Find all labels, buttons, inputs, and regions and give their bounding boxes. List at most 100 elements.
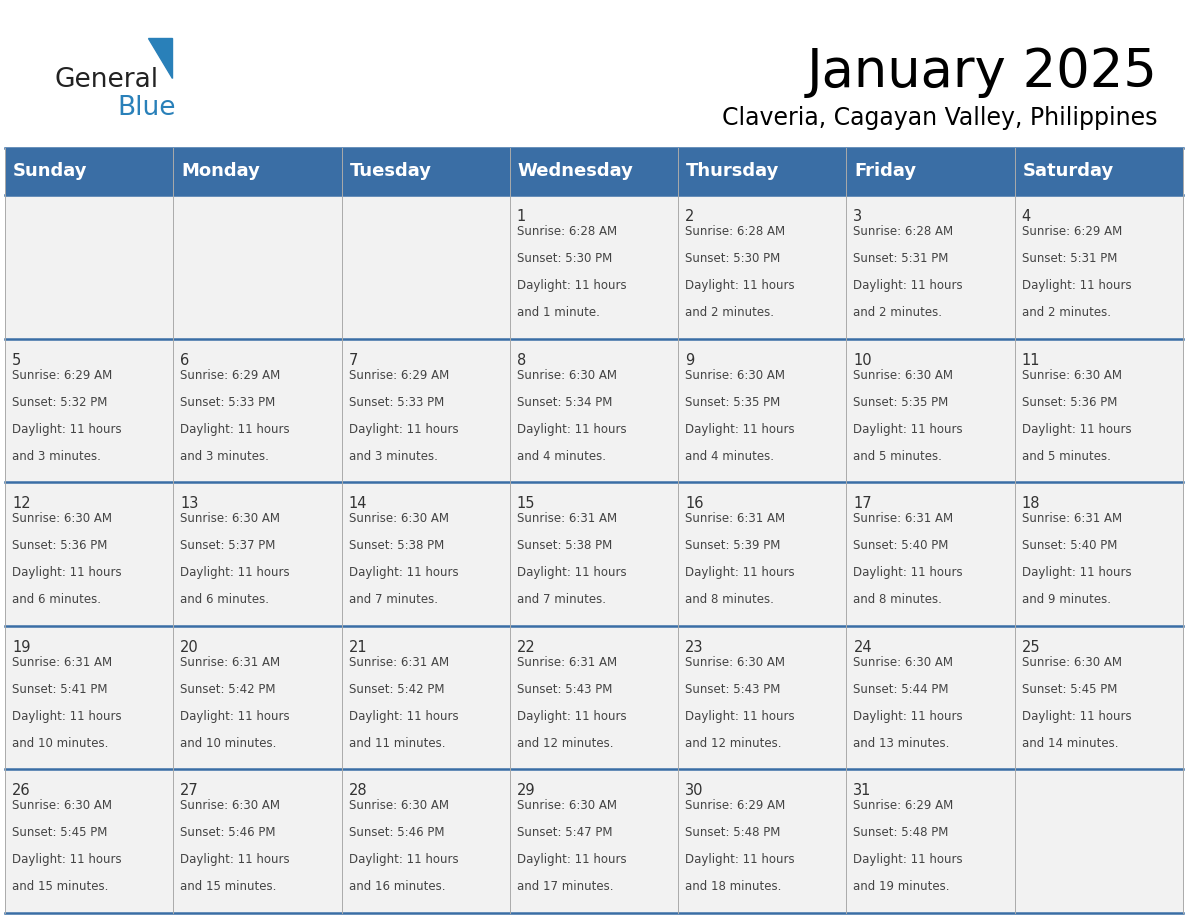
Text: 12: 12 xyxy=(12,497,31,511)
Text: Saturday: Saturday xyxy=(1023,162,1114,181)
Text: Daylight: 11 hours: Daylight: 11 hours xyxy=(348,566,459,579)
Text: Daylight: 11 hours: Daylight: 11 hours xyxy=(853,279,963,292)
Text: 20: 20 xyxy=(181,640,200,655)
Text: Sunset: 5:40 PM: Sunset: 5:40 PM xyxy=(1022,539,1117,553)
Text: Sunrise: 6:31 AM: Sunrise: 6:31 AM xyxy=(517,512,617,525)
Text: Sunset: 5:31 PM: Sunset: 5:31 PM xyxy=(1022,252,1117,265)
Bar xyxy=(342,482,510,626)
Bar xyxy=(173,626,342,769)
Text: and 19 minutes.: and 19 minutes. xyxy=(853,880,950,893)
Text: Sunrise: 6:30 AM: Sunrise: 6:30 AM xyxy=(517,800,617,812)
Text: Monday: Monday xyxy=(182,162,260,181)
Text: Daylight: 11 hours: Daylight: 11 hours xyxy=(348,854,459,867)
Text: Daylight: 11 hours: Daylight: 11 hours xyxy=(685,854,795,867)
Bar xyxy=(1015,195,1183,339)
Text: 16: 16 xyxy=(685,497,703,511)
Text: and 16 minutes.: and 16 minutes. xyxy=(348,880,446,893)
Text: Daylight: 11 hours: Daylight: 11 hours xyxy=(348,710,459,722)
Text: 22: 22 xyxy=(517,640,536,655)
Text: Sunrise: 6:30 AM: Sunrise: 6:30 AM xyxy=(853,655,954,669)
Bar xyxy=(5,339,173,482)
Text: and 2 minutes.: and 2 minutes. xyxy=(685,306,775,319)
Bar xyxy=(1015,626,1183,769)
Text: Sunrise: 6:30 AM: Sunrise: 6:30 AM xyxy=(348,512,449,525)
Text: Sunrise: 6:30 AM: Sunrise: 6:30 AM xyxy=(181,800,280,812)
Text: and 8 minutes.: and 8 minutes. xyxy=(853,593,942,606)
Text: 5: 5 xyxy=(12,353,21,367)
Polygon shape xyxy=(148,38,172,78)
Bar xyxy=(1015,339,1183,482)
Bar xyxy=(5,195,173,339)
Text: Blue: Blue xyxy=(116,95,176,121)
Text: Sunrise: 6:30 AM: Sunrise: 6:30 AM xyxy=(181,512,280,525)
Text: Daylight: 11 hours: Daylight: 11 hours xyxy=(181,710,290,722)
Text: and 6 minutes.: and 6 minutes. xyxy=(181,593,270,606)
Text: January 2025: January 2025 xyxy=(807,46,1158,98)
Text: Daylight: 11 hours: Daylight: 11 hours xyxy=(181,854,290,867)
Text: Sunrise: 6:30 AM: Sunrise: 6:30 AM xyxy=(853,369,954,382)
Bar xyxy=(1015,482,1183,626)
Text: 28: 28 xyxy=(348,783,367,799)
Bar xyxy=(510,482,678,626)
Text: Sunset: 5:44 PM: Sunset: 5:44 PM xyxy=(853,683,949,696)
Text: Sunrise: 6:31 AM: Sunrise: 6:31 AM xyxy=(517,655,617,669)
Text: and 3 minutes.: and 3 minutes. xyxy=(348,450,437,463)
Text: Daylight: 11 hours: Daylight: 11 hours xyxy=(517,279,626,292)
Text: Daylight: 11 hours: Daylight: 11 hours xyxy=(517,854,626,867)
Text: Sunset: 5:48 PM: Sunset: 5:48 PM xyxy=(853,826,949,839)
Text: Sunrise: 6:28 AM: Sunrise: 6:28 AM xyxy=(517,225,617,238)
Text: Sunrise: 6:29 AM: Sunrise: 6:29 AM xyxy=(853,800,954,812)
Text: Daylight: 11 hours: Daylight: 11 hours xyxy=(853,566,963,579)
Bar xyxy=(846,482,1015,626)
Text: 7: 7 xyxy=(348,353,358,367)
Text: Sunset: 5:30 PM: Sunset: 5:30 PM xyxy=(685,252,781,265)
Text: Sunset: 5:37 PM: Sunset: 5:37 PM xyxy=(181,539,276,553)
Text: Sunset: 5:30 PM: Sunset: 5:30 PM xyxy=(517,252,612,265)
Bar xyxy=(846,339,1015,482)
Bar xyxy=(342,769,510,913)
Text: Sunset: 5:45 PM: Sunset: 5:45 PM xyxy=(12,826,107,839)
Bar xyxy=(342,626,510,769)
Text: Sunset: 5:35 PM: Sunset: 5:35 PM xyxy=(685,396,781,409)
Text: Sunrise: 6:30 AM: Sunrise: 6:30 AM xyxy=(685,369,785,382)
Text: Daylight: 11 hours: Daylight: 11 hours xyxy=(685,422,795,436)
Text: and 18 minutes.: and 18 minutes. xyxy=(685,880,782,893)
Text: and 4 minutes.: and 4 minutes. xyxy=(685,450,775,463)
Text: and 7 minutes.: and 7 minutes. xyxy=(348,593,437,606)
Text: Sunday: Sunday xyxy=(13,162,88,181)
Text: Sunrise: 6:30 AM: Sunrise: 6:30 AM xyxy=(1022,369,1121,382)
Bar xyxy=(5,482,173,626)
Text: and 15 minutes.: and 15 minutes. xyxy=(12,880,108,893)
Text: Sunrise: 6:29 AM: Sunrise: 6:29 AM xyxy=(685,800,785,812)
Text: 4: 4 xyxy=(1022,209,1031,224)
Text: Daylight: 11 hours: Daylight: 11 hours xyxy=(12,710,121,722)
Text: and 8 minutes.: and 8 minutes. xyxy=(685,593,775,606)
Text: and 2 minutes.: and 2 minutes. xyxy=(853,306,942,319)
Text: and 5 minutes.: and 5 minutes. xyxy=(853,450,942,463)
Text: Sunset: 5:40 PM: Sunset: 5:40 PM xyxy=(853,539,949,553)
Text: Sunset: 5:42 PM: Sunset: 5:42 PM xyxy=(181,683,276,696)
Text: and 13 minutes.: and 13 minutes. xyxy=(853,737,949,750)
Text: Sunset: 5:45 PM: Sunset: 5:45 PM xyxy=(1022,683,1117,696)
Text: Daylight: 11 hours: Daylight: 11 hours xyxy=(517,710,626,722)
Text: and 6 minutes.: and 6 minutes. xyxy=(12,593,101,606)
Text: Sunrise: 6:31 AM: Sunrise: 6:31 AM xyxy=(1022,512,1121,525)
Text: 10: 10 xyxy=(853,353,872,367)
Text: Daylight: 11 hours: Daylight: 11 hours xyxy=(12,566,121,579)
Text: Daylight: 11 hours: Daylight: 11 hours xyxy=(853,854,963,867)
Text: Daylight: 11 hours: Daylight: 11 hours xyxy=(12,854,121,867)
Text: 15: 15 xyxy=(517,497,536,511)
Bar xyxy=(678,482,846,626)
Text: 27: 27 xyxy=(181,783,200,799)
Text: 18: 18 xyxy=(1022,497,1041,511)
Bar xyxy=(678,626,846,769)
Text: 24: 24 xyxy=(853,640,872,655)
Text: and 12 minutes.: and 12 minutes. xyxy=(517,737,613,750)
Text: 21: 21 xyxy=(348,640,367,655)
Bar xyxy=(342,339,510,482)
Text: Daylight: 11 hours: Daylight: 11 hours xyxy=(853,422,963,436)
Text: 31: 31 xyxy=(853,783,872,799)
Text: Tuesday: Tuesday xyxy=(349,162,431,181)
Text: Daylight: 11 hours: Daylight: 11 hours xyxy=(12,422,121,436)
Text: 3: 3 xyxy=(853,209,862,224)
